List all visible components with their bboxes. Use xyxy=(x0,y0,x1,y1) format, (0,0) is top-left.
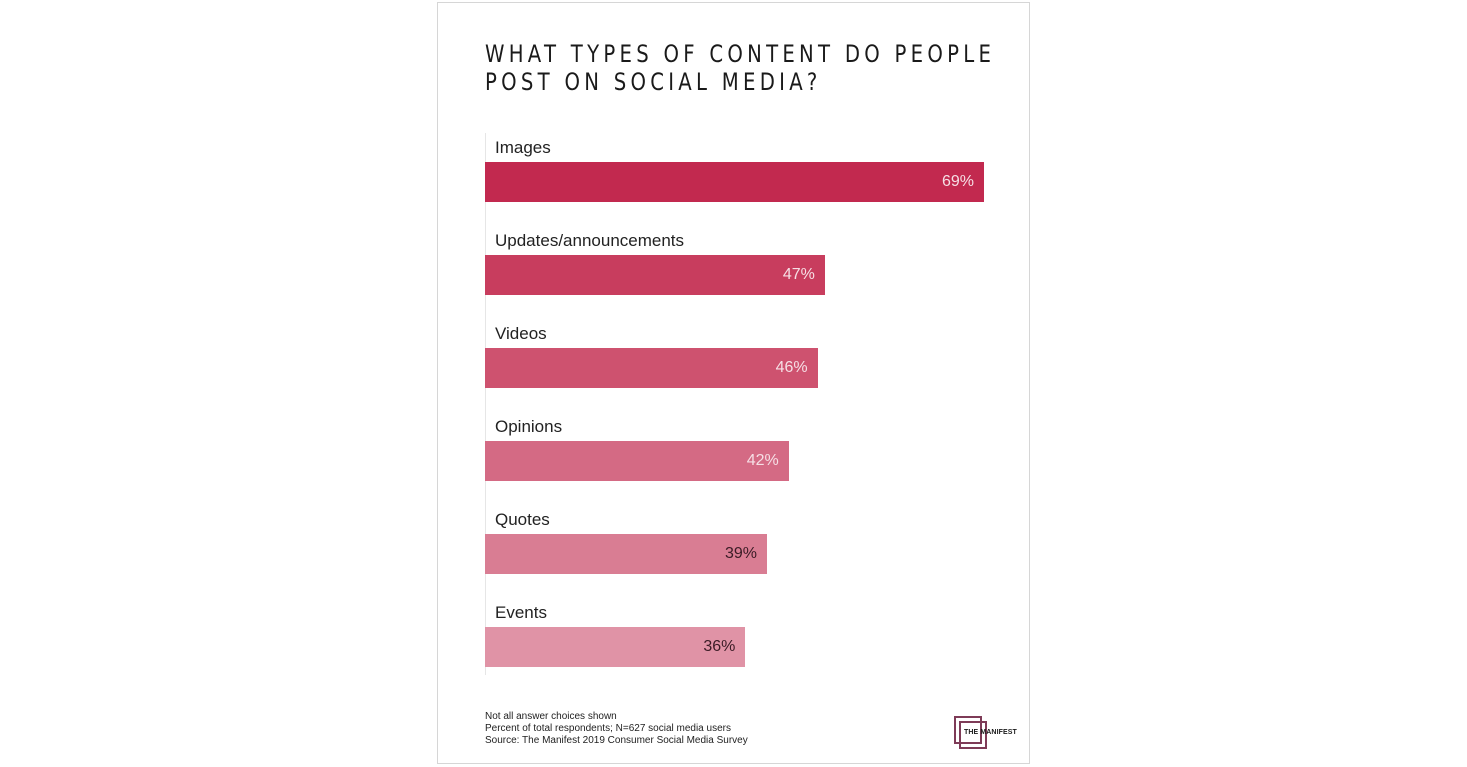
logo-text: THE MANIFEST xyxy=(964,729,1017,736)
footnotes: Not all answer choices shown Percent of … xyxy=(485,711,748,747)
bar-value: 39% xyxy=(725,545,758,562)
y-axis-line xyxy=(485,133,486,675)
bar: 69% xyxy=(485,162,984,202)
bar-row: Quotes 39% xyxy=(485,510,1005,600)
chart-card: WHAT TYPES OF CONTENT DO PEOPLE POST ON … xyxy=(437,2,1030,764)
bar-row: Videos 46% xyxy=(485,324,1005,414)
logo-square-icon xyxy=(959,721,987,749)
bar-row: Images 69% xyxy=(485,138,1005,228)
bar-label: Videos xyxy=(495,324,547,343)
bar: 39% xyxy=(485,534,768,574)
the-manifest-logo: THE MANIFEST xyxy=(954,716,1017,750)
chart-title: WHAT TYPES OF CONTENT DO PEOPLE POST ON … xyxy=(485,40,995,96)
bar-label: Events xyxy=(495,603,547,622)
footnote-source: Source: The Manifest 2019 Consumer Socia… xyxy=(485,735,748,746)
bar: 36% xyxy=(485,627,746,667)
bar-row: Events 36% xyxy=(485,603,1005,693)
bar: 42% xyxy=(485,441,789,481)
title-line-1: WHAT TYPES OF CONTENT DO PEOPLE xyxy=(485,40,996,68)
logo-square-icon xyxy=(954,716,982,744)
bar-value: 69% xyxy=(941,173,974,190)
bar-label: Opinions xyxy=(495,417,563,436)
bar-value: 36% xyxy=(703,638,736,655)
bar-value: 46% xyxy=(775,359,808,376)
bar-label: Images xyxy=(495,138,551,157)
bar-value: 42% xyxy=(746,452,779,469)
footnote-answer-choices: Not all answer choices shown xyxy=(485,711,617,722)
bar: 47% xyxy=(485,255,825,295)
title-line-2: POST ON SOCIAL MEDIA? xyxy=(485,68,822,96)
bar-label: Updates/announcements xyxy=(495,231,685,250)
bar-label: Quotes xyxy=(495,510,550,529)
footnote-respondents: Percent of total respondents; N=627 soci… xyxy=(485,723,731,734)
bar-value: 47% xyxy=(782,266,815,283)
bar-row: Opinions 42% xyxy=(485,417,1005,507)
bar: 46% xyxy=(485,348,818,388)
bar-row: Updates/announcements 47% xyxy=(485,231,1005,321)
